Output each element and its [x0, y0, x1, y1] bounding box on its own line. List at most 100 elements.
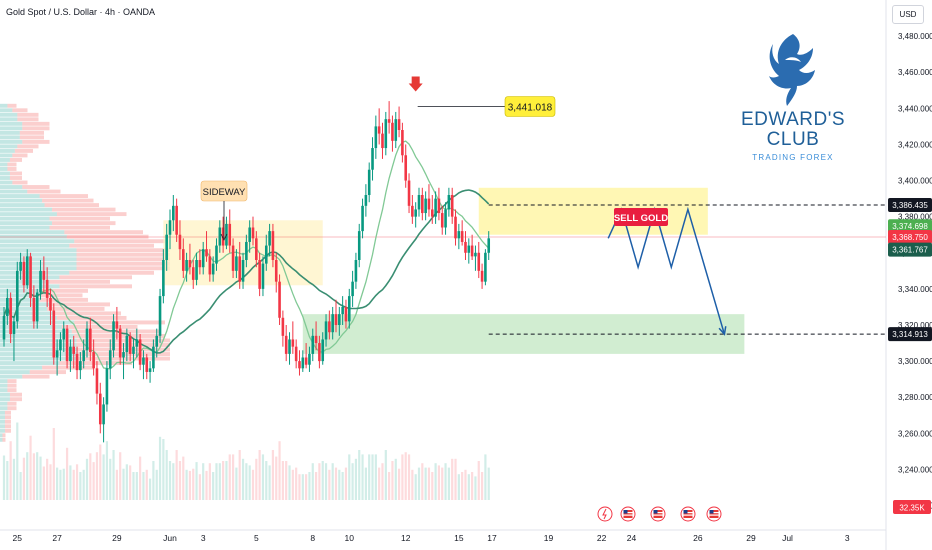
volume-profile-up-bar	[0, 139, 23, 144]
candle-body	[181, 249, 185, 271]
candle-body	[125, 335, 129, 353]
candle-body	[168, 220, 172, 235]
us-flag-stripe	[653, 514, 663, 516]
volume-bar	[75, 464, 79, 500]
candle-body	[381, 133, 384, 149]
volume-profile-down-bar	[7, 103, 17, 108]
candle-body	[45, 279, 49, 298]
us-flag-stripe	[623, 512, 633, 514]
time-axis-tick: 24	[627, 533, 637, 543]
volume-bar	[26, 452, 29, 500]
symbol-title[interactable]: Gold Spot / U.S. Dollar · 4h · OANDA	[6, 7, 156, 17]
candle-body	[108, 350, 112, 369]
volume-profile-down-bar	[9, 171, 22, 176]
volume-bar	[115, 469, 118, 500]
candle-body	[52, 310, 56, 358]
volume-bar	[65, 447, 69, 500]
volume-profile-up-bar	[0, 194, 40, 199]
price-axis-tick: 3,420.000	[898, 140, 932, 149]
volume-bar	[231, 454, 235, 500]
volume-bar	[69, 465, 72, 500]
candle-body	[301, 357, 305, 369]
candle-body	[39, 270, 42, 293]
price-axis-tick: 3,380.000	[898, 213, 932, 222]
volume-profile-up-bar	[0, 248, 77, 253]
candle-body	[470, 245, 474, 257]
volume-profile-up-bar	[0, 135, 20, 140]
economic-event-icon[interactable]	[597, 506, 613, 522]
volume-bar	[52, 428, 55, 500]
candle-body	[22, 261, 26, 286]
price-axis-tick: 3,320.000	[898, 321, 932, 330]
candle-body	[231, 245, 235, 271]
volume-bar	[295, 467, 298, 500]
volume-profile-down-bar	[7, 162, 17, 167]
time-axis-tick: 19	[544, 533, 554, 543]
volume-bar	[378, 467, 381, 500]
volume-bar	[62, 468, 65, 500]
volume-bar	[122, 468, 125, 500]
candle-body	[69, 346, 72, 362]
candle-body	[105, 368, 109, 405]
candle-body	[487, 238, 491, 253]
volume-bar	[46, 458, 49, 500]
price-axis-tick: 3,260.000	[898, 429, 932, 438]
volume-bar	[437, 465, 441, 500]
price-axis-tick: 3,300.000	[898, 357, 932, 366]
volume-profile-down-bar	[42, 365, 94, 370]
volume-bar	[16, 422, 19, 500]
candle-body	[404, 155, 408, 181]
candle-body	[387, 119, 391, 123]
candle-body	[201, 249, 205, 268]
price-tag-box	[888, 327, 932, 342]
volume-bar	[308, 472, 311, 500]
price-tag-label: 3,368.750	[892, 233, 928, 242]
candle-body	[278, 281, 281, 318]
volume-profile-up-bar	[0, 189, 28, 194]
volume-profile-up-bar	[0, 325, 62, 329]
volume-profile-down-bar	[76, 248, 170, 253]
candle-body	[304, 357, 308, 365]
volume-profile-down-bar	[12, 180, 28, 185]
us-flag-icon	[683, 510, 693, 518]
candle-body	[175, 205, 178, 235]
volume-bar	[454, 458, 457, 500]
candle-body	[454, 216, 457, 239]
volume-bar	[148, 478, 152, 500]
volume-profile-up-bar	[0, 410, 5, 415]
candle-body	[371, 148, 374, 170]
price-axis-tick: 3,460.000	[898, 68, 932, 77]
volume-bar	[358, 450, 361, 500]
candle-body	[251, 227, 255, 239]
price-tag-box	[888, 219, 932, 234]
currency-button[interactable]: USD	[892, 5, 924, 24]
candle-body	[421, 195, 424, 214]
candle-body	[394, 119, 398, 141]
volume-bar	[222, 461, 225, 500]
volume-profile-down-bar	[66, 234, 149, 239]
volume-profile-down-bar	[9, 157, 22, 162]
volume-bar	[381, 463, 384, 500]
volume-bar	[457, 474, 460, 500]
candle-body	[128, 335, 132, 354]
volume-bar	[12, 458, 16, 500]
volume-bar	[139, 456, 142, 500]
volume-bar	[135, 472, 138, 500]
volume-profile-down-bar	[76, 252, 170, 257]
candle-body	[198, 260, 202, 268]
volume-bar	[82, 469, 85, 500]
candle-body	[98, 393, 102, 425]
candle-body	[367, 169, 371, 195]
candle-body	[241, 260, 245, 282]
slow-moving-average-line	[3, 189, 490, 354]
volume-profile-up-bar	[0, 103, 8, 108]
volume-bar	[461, 472, 464, 500]
volume-bar	[318, 463, 321, 500]
volume-profile-down-bar	[76, 338, 170, 343]
volume-profile-down-bar	[56, 212, 127, 217]
volume-bar	[109, 458, 112, 500]
volume-bar	[331, 463, 334, 500]
volume-profile-up-bar	[0, 270, 70, 275]
candle-body	[32, 297, 36, 322]
volume-profile-down-bar	[4, 424, 11, 429]
